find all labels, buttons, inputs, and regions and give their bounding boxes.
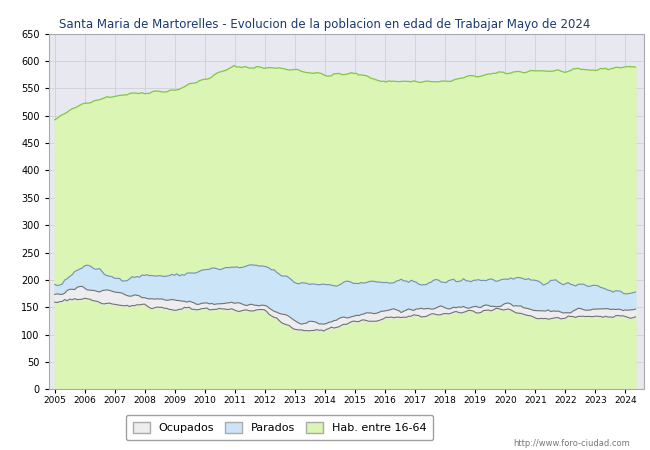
Legend: Ocupados, Parados, Hab. entre 16-64: Ocupados, Parados, Hab. entre 16-64: [126, 415, 433, 440]
Text: http://www.foro-ciudad.com: http://www.foro-ciudad.com: [514, 439, 630, 448]
Text: Santa Maria de Martorelles - Evolucion de la poblacion en edad de Trabajar Mayo : Santa Maria de Martorelles - Evolucion d…: [59, 18, 591, 31]
